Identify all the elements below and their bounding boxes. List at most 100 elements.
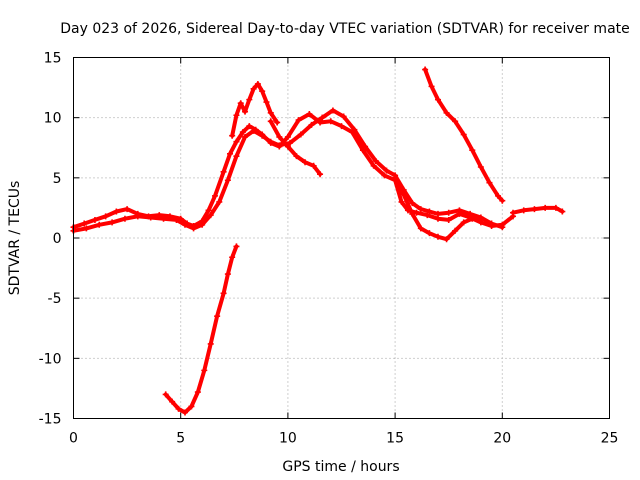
y-tick-label: 10 <box>44 111 62 127</box>
data-point <box>214 313 221 320</box>
x-tick-label: 25 <box>601 431 619 447</box>
series-arc-negative <box>162 243 240 416</box>
data-point <box>434 210 441 217</box>
data-point <box>239 129 246 136</box>
data-point <box>267 118 274 125</box>
data-point <box>233 153 240 160</box>
data-point <box>327 118 334 125</box>
data-point <box>499 224 506 231</box>
data-point <box>398 198 405 205</box>
data-point <box>224 271 231 278</box>
data-point <box>467 210 474 217</box>
data-point <box>542 204 549 211</box>
data-point <box>242 133 249 140</box>
data-point <box>220 168 227 175</box>
data-point <box>370 162 377 169</box>
data-point <box>181 221 188 228</box>
data-point <box>308 121 315 128</box>
data-point <box>510 209 517 216</box>
series-arc-main-b <box>70 107 506 234</box>
data-point <box>477 216 484 223</box>
data-point <box>229 132 236 139</box>
data-point <box>381 172 388 179</box>
data-point <box>392 174 399 181</box>
data-point <box>162 391 169 398</box>
data-point <box>250 85 257 92</box>
data-point <box>302 159 309 166</box>
data-point <box>160 215 167 222</box>
x-tick-label: 0 <box>69 431 78 447</box>
y-tick-label: -5 <box>48 291 62 307</box>
x-axis-label: GPS time / hours <box>282 459 399 475</box>
data-point <box>445 216 452 223</box>
data-point <box>460 219 467 226</box>
data-point <box>250 127 257 134</box>
data-point <box>338 123 345 130</box>
data-point <box>443 109 450 116</box>
data-point <box>310 162 317 169</box>
data-point <box>417 206 424 213</box>
data-point <box>220 290 227 297</box>
data-point <box>460 131 467 138</box>
data-point <box>121 215 128 222</box>
data-point <box>531 206 538 213</box>
data-point <box>188 403 195 410</box>
y-tick-label: -15 <box>39 412 62 428</box>
axis-ticks: 0 5 10 15 20 25 15 10 5 0 -5 -10 -15 <box>39 51 619 447</box>
data-point <box>409 200 416 207</box>
data-point <box>246 123 253 130</box>
data-point <box>102 213 109 220</box>
chart-title: Day 023 of 2026, Sidereal Day-to-day VTE… <box>60 21 630 37</box>
data-point <box>173 216 180 223</box>
data-point <box>83 225 90 232</box>
data-point <box>422 66 429 73</box>
data-point <box>317 171 324 178</box>
data-point <box>254 80 261 87</box>
data-point <box>207 212 214 219</box>
data-point <box>383 167 390 174</box>
data-point <box>242 108 249 115</box>
data-point <box>224 177 231 184</box>
data-point <box>190 225 197 232</box>
data-point <box>205 207 212 214</box>
data-point <box>91 216 98 223</box>
data-point <box>216 198 223 205</box>
data-point <box>287 139 294 146</box>
data-point <box>400 191 407 198</box>
series-arc-peak-late <box>267 118 324 178</box>
data-point <box>452 118 459 125</box>
data-point <box>424 212 431 219</box>
data-point <box>207 340 214 347</box>
data-point <box>486 179 493 186</box>
data-point <box>362 143 369 150</box>
data-point <box>276 142 283 149</box>
data-point <box>181 409 188 416</box>
data-point <box>499 197 506 204</box>
data-point <box>426 230 433 237</box>
data-point <box>194 389 201 396</box>
data-point <box>469 215 476 222</box>
data-point <box>263 99 270 106</box>
data-point <box>293 153 300 160</box>
data-point <box>267 109 274 116</box>
data-point <box>227 150 234 157</box>
data-point <box>319 114 326 121</box>
data-point <box>434 96 441 103</box>
data-point <box>274 119 281 126</box>
data-point <box>124 206 131 213</box>
y-tick-label: 0 <box>53 231 62 247</box>
data-point <box>246 96 253 103</box>
data-point <box>434 233 441 240</box>
data-point <box>445 209 452 216</box>
data-point <box>443 236 450 243</box>
data-point <box>372 157 379 164</box>
data-point <box>413 209 420 216</box>
y-tick-label: -10 <box>39 351 62 367</box>
x-tick-label: 20 <box>493 431 511 447</box>
data-point <box>520 207 527 214</box>
data-point <box>259 132 266 139</box>
data-point <box>297 131 304 138</box>
data-point <box>259 88 266 95</box>
data-point <box>175 405 182 412</box>
